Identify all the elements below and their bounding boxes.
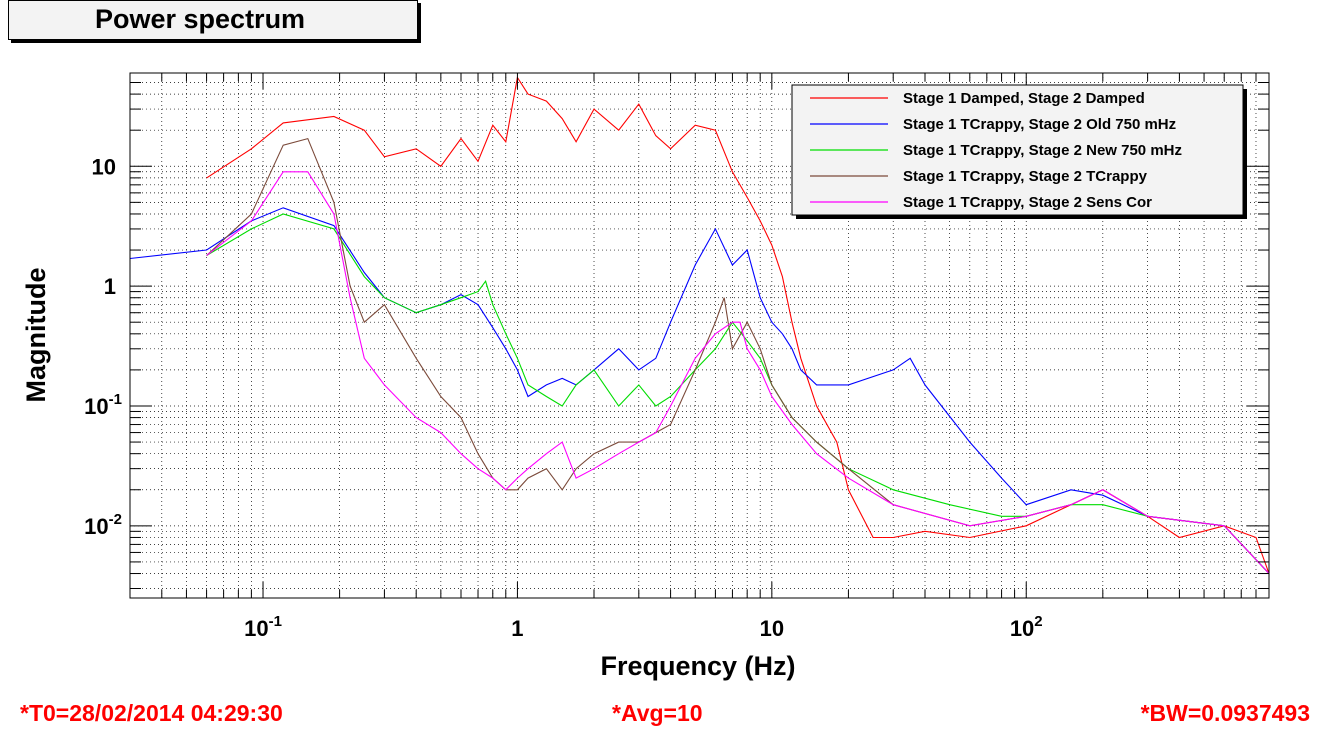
- axis-ticks: [129, 72, 1270, 598]
- y-tick-label: 10-2: [84, 511, 122, 539]
- legend-entry-4: Stage 1 TCrappy, Stage 2 TCrappy: [903, 168, 1148, 185]
- y-tick-label: 10-1: [84, 391, 122, 419]
- plot-frame: [129, 72, 1270, 599]
- legend-entry-3: Stage 1 TCrappy, Stage 2 New 750 mHz: [903, 142, 1182, 159]
- x-tick-label: 102: [1010, 613, 1043, 641]
- chart-title-box: Power spectrum: [8, 0, 418, 40]
- series-line-1: [206, 76, 1270, 574]
- x-axis-label: Frequency (Hz): [600, 651, 795, 681]
- series-line-2: [129, 207, 1270, 574]
- legend: Stage 1 Damped, Stage 2 Damped Stage 1 TC…: [791, 84, 1247, 219]
- x-tick-label: 10: [760, 616, 784, 641]
- y-tick-label: 1: [104, 274, 116, 299]
- footer-bw: *BW=0.0937493: [1140, 700, 1310, 726]
- series-line-3: [206, 213, 1270, 574]
- x-tick-label: 1: [511, 616, 523, 641]
- legend-entry-5: Stage 1 TCrappy, Stage 2 Sens Cor: [903, 194, 1152, 211]
- series-line-5: [206, 171, 1270, 574]
- legend-entry-2: Stage 1 TCrappy, Stage 2 Old 750 mHz: [903, 116, 1176, 133]
- y-axis-label: Magnitude: [21, 268, 51, 403]
- chart-title: Power spectrum: [95, 4, 306, 34]
- legend-entry-1: Stage 1 Damped, Stage 2 Damped: [903, 90, 1145, 107]
- y-tick-label: 10: [92, 154, 116, 179]
- x-tick-label: 10-1: [244, 613, 282, 641]
- footer-t0: *T0=28/02/2014 04:29:30: [20, 700, 283, 726]
- footer-avg: *Avg=10: [612, 700, 703, 726]
